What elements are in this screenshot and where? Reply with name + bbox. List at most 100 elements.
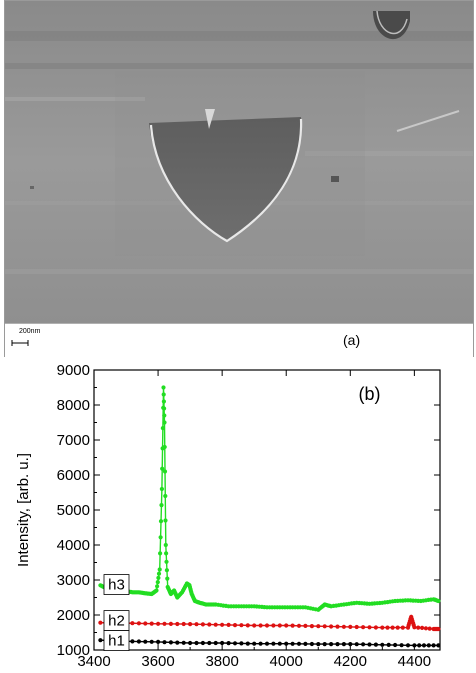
- series-point-h1: [329, 642, 334, 647]
- series-point-h1: [149, 639, 154, 644]
- series-point-h2: [385, 625, 390, 630]
- series-point-h1: [373, 642, 378, 647]
- x-tick-label: 4400: [398, 653, 431, 670]
- series-point-h2: [380, 625, 385, 630]
- series-point-h2: [220, 622, 225, 627]
- series-point-h2: [341, 624, 346, 629]
- series-point-h2: [367, 625, 372, 630]
- series-point-h1: [380, 642, 385, 647]
- series-point-h2: [296, 623, 302, 628]
- y-tick-label: 4000: [57, 537, 90, 554]
- sem-micrograph-panel: 200nm (a): [4, 0, 474, 357]
- series-point-h1: [220, 640, 225, 646]
- series-point-h2: [226, 622, 231, 627]
- series-point-h3: [164, 559, 169, 564]
- series-label-h2: h2: [108, 613, 125, 630]
- series-point-h2: [232, 623, 238, 628]
- series-point-h1: [361, 642, 366, 647]
- series-point-h1: [98, 638, 103, 643]
- series-line-h3: [100, 387, 439, 611]
- series-point-h3: [157, 567, 162, 572]
- y-tick-label: 7000: [57, 432, 90, 449]
- series-point-h1: [341, 642, 346, 647]
- series-point-h1: [309, 641, 314, 647]
- x-tick-label: 3400: [77, 653, 110, 670]
- series-point-h2: [284, 623, 289, 628]
- series-point-h2: [416, 625, 421, 630]
- y-axis-title: Intensity, [arb. u.]: [15, 453, 32, 567]
- series-point-h1: [296, 641, 302, 646]
- series-label-h3: h3: [108, 577, 125, 594]
- series-point-h1: [277, 641, 282, 646]
- series-label-h1: h1: [108, 633, 125, 650]
- series-point-h2: [271, 623, 276, 628]
- scale-bar-label: 200nm: [19, 328, 41, 335]
- series-point-h1: [316, 642, 321, 647]
- series-point-h3: [163, 518, 168, 523]
- series-point-h2: [335, 624, 340, 629]
- series-point-h3: [163, 493, 168, 499]
- series-point-h3: [156, 575, 161, 580]
- series-point-h1: [258, 641, 263, 646]
- series-point-h1: [136, 639, 141, 644]
- series-point-h3: [162, 444, 167, 450]
- series-point-h2: [207, 622, 212, 627]
- series-point-h2: [168, 621, 173, 626]
- series-point-h3: [159, 486, 164, 492]
- series-point-h2: [245, 623, 250, 628]
- series-point-h1: [436, 643, 441, 648]
- series-point-h1: [348, 642, 353, 647]
- series-point-h1: [421, 643, 427, 648]
- series-point-h1: [213, 640, 218, 646]
- series-point-h3: [160, 466, 165, 471]
- series-point-h2: [156, 621, 161, 626]
- series-point-h2: [423, 626, 428, 631]
- series-point-h2: [348, 624, 353, 629]
- series-point-h1: [354, 642, 359, 647]
- series-point-h2: [329, 624, 334, 629]
- series-point-h1: [200, 640, 205, 646]
- series-point-h3: [164, 551, 169, 556]
- series-point-h1: [412, 643, 417, 648]
- series-point-h2: [395, 625, 400, 630]
- series-point-h1: [245, 641, 250, 646]
- scale-bar: [11, 340, 29, 346]
- plot-area: 3400 3600 3800 4000 4200 4400 1000 2000 3000 4000…: [15, 362, 441, 673]
- series-point-h3: [162, 469, 168, 474]
- x-tick-label: 4200: [334, 653, 367, 670]
- series-point-h1: [252, 641, 257, 646]
- series-point-h1: [431, 643, 436, 648]
- series-point-h3: [162, 406, 167, 411]
- series-point-h3: [161, 385, 166, 390]
- series-point-h2: [354, 624, 359, 630]
- series-point-h2: [400, 625, 405, 630]
- x-tick-label: 4000: [270, 653, 303, 670]
- series-point-h1: [426, 643, 431, 648]
- series-point-h2: [420, 625, 425, 630]
- x-tick-label: 3800: [205, 653, 238, 670]
- series-point-h3: [164, 568, 169, 573]
- series-point-h3: [158, 551, 163, 556]
- y-tick-label: 5000: [57, 502, 90, 519]
- series-point-h3: [158, 519, 164, 524]
- series-point-h2: [361, 625, 366, 630]
- y-tick-label: 9000: [57, 362, 90, 379]
- y-tick-label: 6000: [57, 467, 90, 484]
- series-point-h2: [175, 621, 180, 627]
- series-point-h2: [427, 626, 432, 631]
- series-point-h1: [188, 640, 193, 646]
- series-point-h2: [322, 624, 327, 629]
- series-point-h3: [158, 535, 163, 540]
- series-point-h3: [155, 580, 160, 585]
- series-point-h1: [226, 641, 231, 646]
- series-point-h2: [188, 622, 193, 627]
- series-point-h1: [168, 640, 173, 645]
- series-point-h1: [239, 641, 244, 646]
- series-point-h1: [232, 641, 238, 646]
- series-point-h3: [161, 399, 166, 404]
- series-point-h1: [130, 639, 135, 644]
- series-label-box-h3: [103, 574, 130, 595]
- series-point-h1: [143, 639, 148, 644]
- series-point-h2: [309, 624, 314, 629]
- series-point-h1: [367, 642, 372, 647]
